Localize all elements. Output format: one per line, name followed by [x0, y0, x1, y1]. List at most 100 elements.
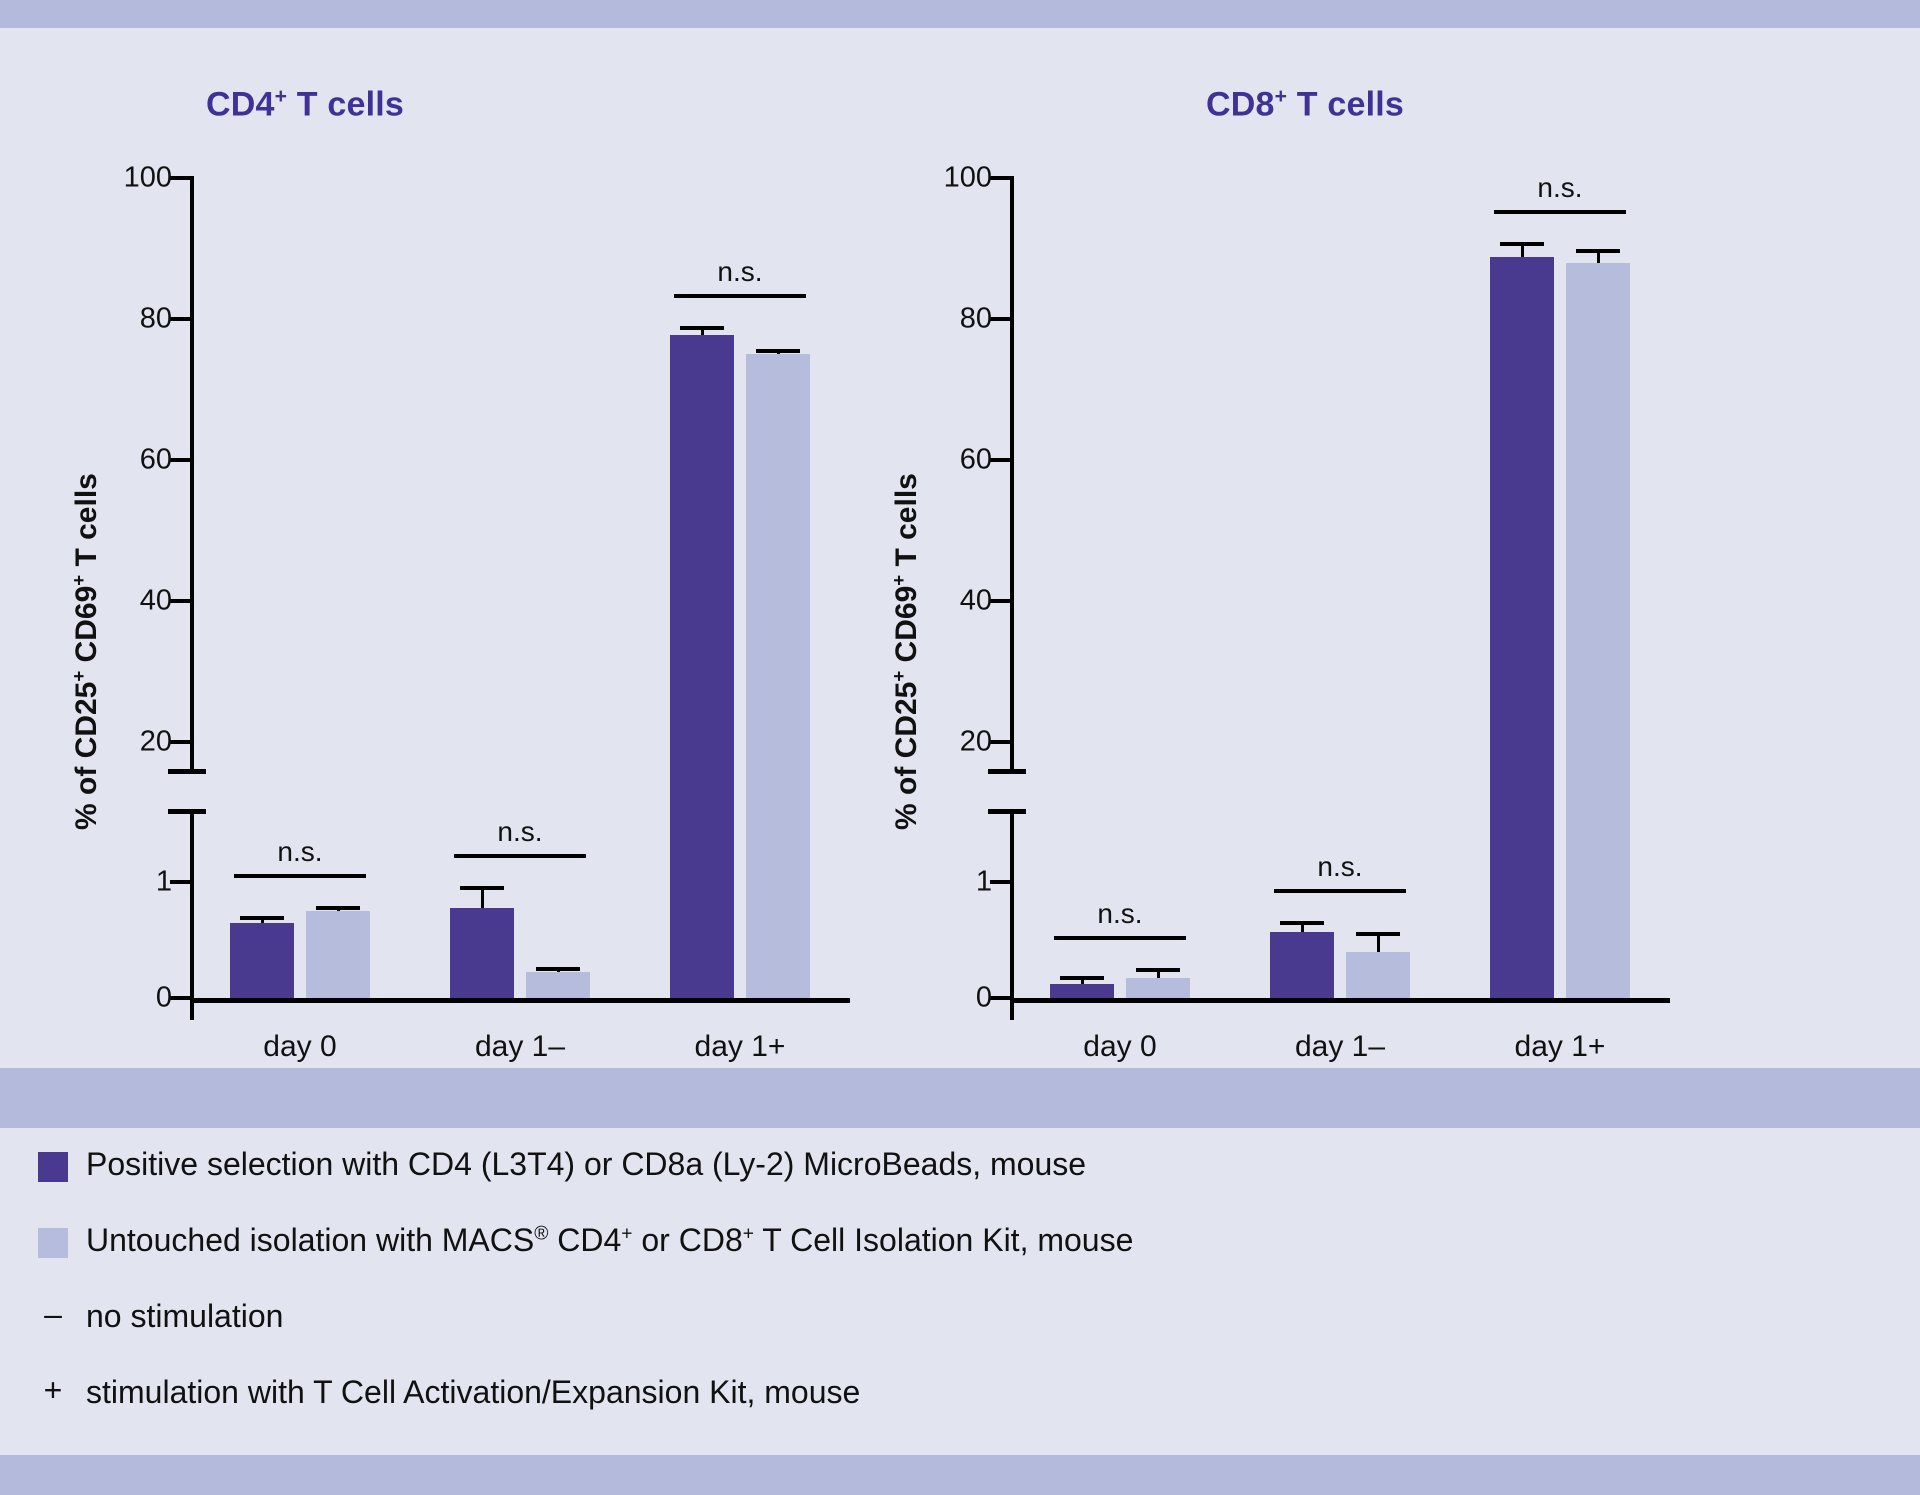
y-tick-0-cd8	[990, 996, 1012, 1000]
bar-cd8-day0-series1	[1050, 984, 1114, 998]
significance-label-cd8-0: n.s.	[1097, 898, 1143, 930]
significance-bracket-cd8-1	[1274, 888, 1406, 893]
significance-label-cd4-1: n.s.	[497, 815, 543, 847]
y-tick-label-80-cd4: 80	[139, 302, 172, 335]
legend-text-3: no stimulation	[86, 1298, 284, 1334]
y-tick-40-cd4	[170, 599, 194, 603]
chart-title-cd4: CD4+ T cells	[205, 85, 405, 124]
y-axis-label-cd4: % of CD25+ CD69+ T cells	[68, 473, 103, 830]
error-bar-cap-cd4-2-1	[756, 348, 800, 353]
error-bar-cap-cd4-1-1	[536, 967, 580, 971]
error-bar-cap-cd8-1-0	[1280, 920, 1324, 925]
y-tick-label-80-cd8: 80	[959, 302, 992, 335]
error-bar-stem-cd8-1-1	[1377, 934, 1380, 952]
bar-cd4-day1-series2	[526, 972, 590, 998]
axis-break-mark-cd8	[988, 769, 1026, 774]
legend-row-2: Untouched isolation with MACS® CD4+ or C…	[38, 1222, 1133, 1259]
y-tick-100-cd4	[170, 176, 194, 180]
plot-area-cd4: 100 80 60 40 20 1 0 n.s. n.s. n.s. day 0 day 1– day …	[124, 140, 890, 1063]
y-tick-label-1-cd4: 1	[155, 865, 172, 898]
y-tick-60-cd8	[990, 458, 1014, 462]
significance-label-cd4-2: n.s.	[717, 256, 763, 288]
chart-title-cd8: CD8+ T cells	[1205, 85, 1405, 124]
y-tick-1-cd4	[170, 880, 194, 884]
plot-area-cd8: 100 80 60 40 20 1 0 n.s. n.s. n.s. day 0 day 1– day …	[944, 140, 1710, 1063]
legend-row-1: Positive selection with CD4 (L3T4) or CD…	[38, 1146, 1086, 1183]
y-axis-line-lower-cd8	[1010, 812, 1014, 1020]
error-bar-cap-cd8-1-1	[1356, 932, 1400, 937]
significance-label-cd8-2: n.s.	[1537, 171, 1583, 203]
y-tick-20-cd4	[170, 740, 194, 744]
legend-row-4: + stimulation with T Cell Activation/Expa…	[38, 1372, 861, 1411]
y-axis-line-upper-cd8	[1010, 178, 1014, 770]
legend-symbol-plus-icon: +	[43, 1372, 63, 1408]
significance-label-cd8-1: n.s.	[1317, 850, 1363, 882]
error-bar-stem-cd8-2-0	[1521, 243, 1524, 257]
y-tick-20-cd8	[990, 740, 1014, 744]
y-tick-80-cd8	[990, 317, 1014, 321]
error-bar-stem-cd8-1-0	[1301, 922, 1304, 932]
significance-bracket-cd8-0	[1054, 936, 1186, 941]
error-bar-cap-cd8-0-1	[1136, 968, 1180, 973]
axis-break-mark-cd4	[168, 809, 206, 814]
x-axis-line-cd4	[190, 998, 850, 1003]
bar-cd4-day1-series1	[670, 334, 734, 998]
y-tick-label-100-cd4: 100	[123, 161, 172, 194]
middle-band	[0, 1068, 1920, 1128]
y-tick-100-cd8	[990, 176, 1014, 180]
legend-swatch-series1	[38, 1152, 68, 1182]
x-axis-line-cd8	[1010, 998, 1670, 1003]
legend-row-3: – no stimulation	[38, 1298, 283, 1335]
y-tick-label-0-cd4: 0	[155, 981, 172, 1014]
figure-legend: Positive selection with CD4 (L3T4) or CD…	[0, 1128, 1920, 1458]
significance-bracket-cd4-1	[454, 853, 586, 858]
bar-cd4-day0-series1	[230, 922, 294, 998]
error-bar-stem-cd4-2-0	[701, 328, 704, 335]
bar-cd8-day1-series1	[1490, 256, 1554, 998]
y-tick-0-cd4	[170, 996, 192, 1000]
y-tick-label-100-cd8: 100	[943, 161, 992, 194]
error-bar-cap-cd4-0-1	[316, 905, 360, 910]
bar-cd8-day0-series2	[1126, 978, 1190, 998]
bar-cd4-day1-series1	[450, 907, 514, 998]
chart-panel-cd4: CD4+ T cells % of CD25+ CD69+ T cells 10…	[0, 40, 950, 1063]
error-bar-cap-cd4-0-0	[240, 915, 284, 920]
significance-label-cd4-0: n.s.	[277, 835, 323, 867]
y-tick-label-60-cd8: 60	[959, 443, 992, 476]
chart-panel-cd8: CD8+ T cells % of CD25+ CD69+ T cells 10…	[888, 40, 1920, 1063]
x-category-label-cd4-0: day 0	[263, 1030, 337, 1063]
y-tick-label-60-cd4: 60	[139, 443, 172, 476]
error-bar-cap-cd4-1-0	[460, 885, 504, 890]
y-tick-label-20-cd8: 20	[959, 725, 992, 758]
significance-bracket-cd4-2	[674, 294, 806, 299]
error-bar-stem-cd4-1-0	[481, 887, 484, 908]
bottom-band	[0, 1455, 1920, 1495]
error-bar-stem-cd8-0-0	[1081, 978, 1084, 985]
bar-cd8-day1-series2	[1566, 262, 1630, 998]
x-category-label-cd8-0: day 0	[1083, 1030, 1157, 1063]
bar-cd4-day1-series2	[746, 354, 810, 998]
legend-symbol-minus-icon: –	[44, 1296, 62, 1332]
y-tick-label-40-cd8: 40	[959, 584, 992, 617]
significance-bracket-cd8-2	[1494, 209, 1626, 214]
y-tick-60-cd4	[170, 458, 194, 462]
error-bar-cap-cd8-2-0	[1500, 241, 1544, 246]
bar-cd8-day1-series2	[1346, 951, 1410, 998]
error-bar-cap-cd8-0-0	[1060, 976, 1104, 981]
y-tick-label-40-cd4: 40	[139, 584, 172, 617]
error-bar-stem-cd8-2-1	[1597, 250, 1600, 263]
x-category-label-cd4-1: day 1–	[474, 1030, 566, 1063]
axis-break-mark-cd4	[168, 769, 206, 774]
significance-bracket-cd4-0	[234, 873, 366, 878]
y-tick-label-20-cd4: 20	[139, 725, 172, 758]
error-bar-stem-cd8-0-1	[1157, 970, 1160, 979]
y-axis-line-upper-cd4	[190, 178, 194, 770]
x-category-label-cd8-1: day 1–	[1294, 1030, 1386, 1063]
y-axis-label-cd8: % of CD25+ CD69+ T cells	[888, 473, 923, 830]
axis-break-mark-cd8	[988, 809, 1026, 814]
error-bar-cap-cd8-2-1	[1576, 248, 1620, 253]
y-tick-1-cd8	[990, 880, 1014, 884]
y-tick-label-1-cd8: 1	[975, 865, 992, 898]
legend-text-4: stimulation with T Cell Activation/Expan…	[86, 1374, 861, 1410]
legend-text-2: Untouched isolation with MACS® CD4+ or C…	[86, 1222, 1134, 1258]
